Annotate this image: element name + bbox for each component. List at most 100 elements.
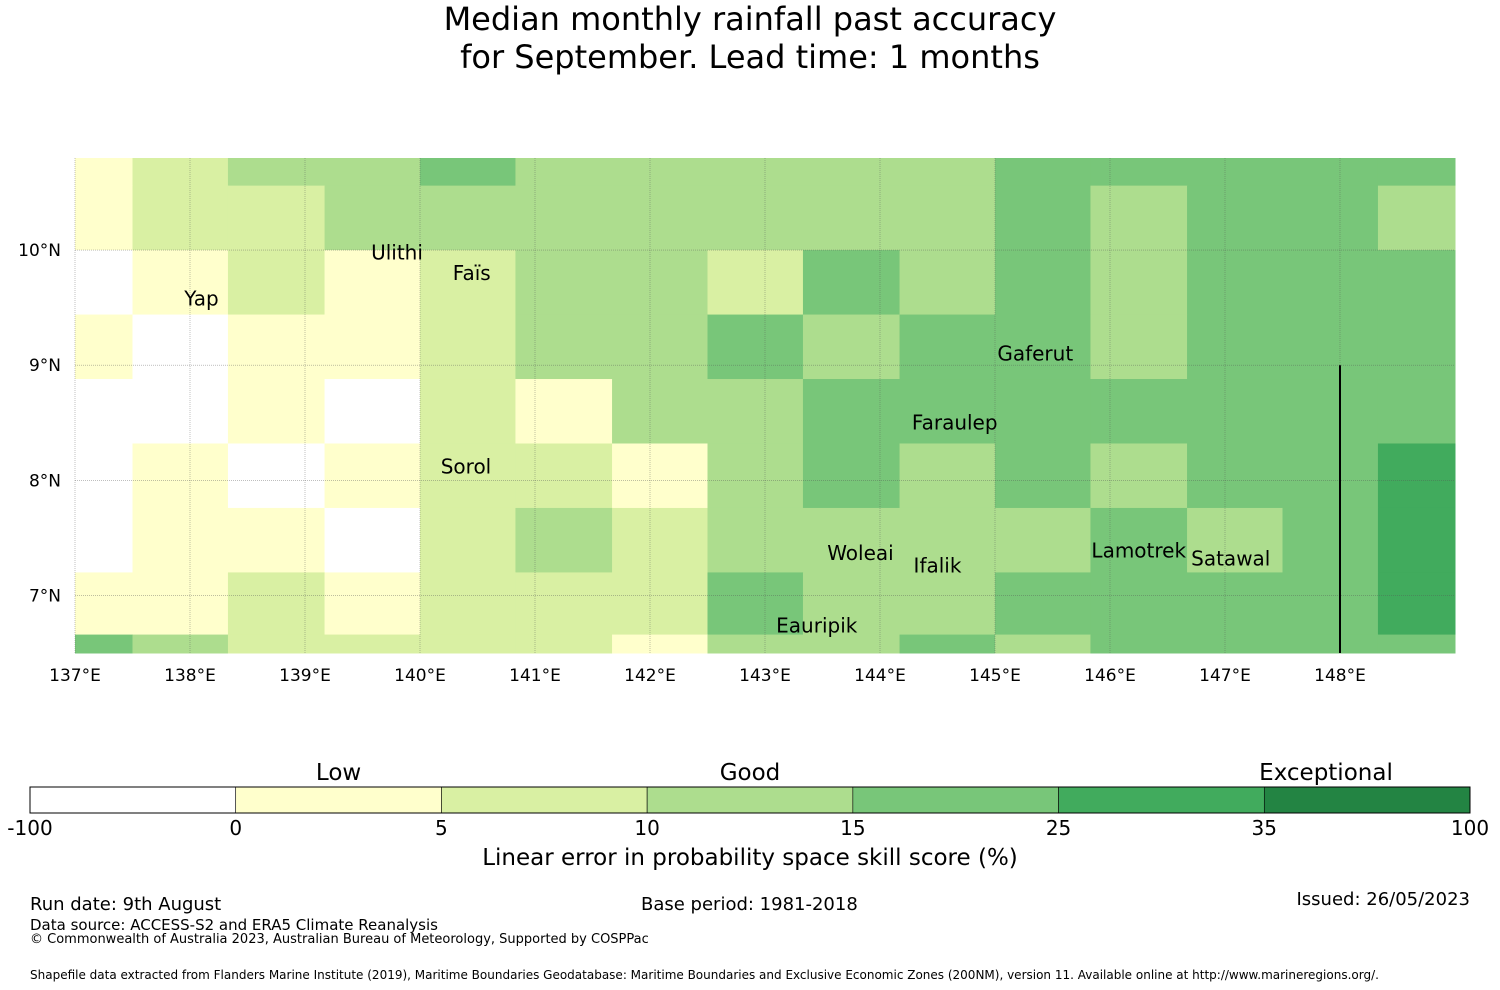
grid-cell [420,507,516,573]
longitude-tick-label: 147°E [1199,666,1251,686]
grid-cell [802,314,901,380]
grid-cell [420,185,516,251]
grid-cell [1090,379,1188,444]
grid-cell [1377,443,1456,509]
grid-cell [995,379,1091,444]
grid-cell [1377,185,1456,251]
grid-cell [612,250,708,316]
longitude-tick-label: 141°E [509,666,561,686]
grid-cell [707,443,804,509]
grid-cell [515,185,613,251]
latitude-tick-label: 7°N [29,586,61,606]
grid-cell [1187,634,1283,654]
grid-cell [132,158,229,187]
grid-cell [420,314,516,380]
grid-cell [1282,443,1379,509]
grid-cell [420,158,516,187]
grid-cell [1090,634,1188,654]
colorbar-swatch [29,786,237,814]
colorbar-tick-label: -100 [7,816,53,840]
grid-cell [132,379,229,444]
colorbar-swatch [852,786,1059,814]
grid-cell [802,158,901,187]
grid-cell [227,634,326,654]
longitude-tick-label: 143°E [739,666,791,686]
colorbar-swatch [235,786,442,814]
grid-cell [75,634,133,654]
grid-cell [1187,507,1283,573]
grid-cell [1377,634,1456,654]
longitude-tick-label: 138°E [164,666,216,686]
grid-cell [1090,507,1188,573]
grid-cell [707,158,804,187]
latitude-tick-label: 9°N [29,356,61,376]
grid-cell [899,250,996,316]
title-line-2: for September. Lead time: 1 months [460,38,1040,76]
grid-cell [1187,443,1283,509]
colorbar-outline [29,786,1471,814]
chart-title: Median monthly rainfall past accuracy fo… [0,0,1500,76]
grid-cell [707,314,804,380]
latitude-tick-label: 10°N [18,241,61,261]
grid-cell [1282,572,1379,636]
grid-cell [995,507,1091,573]
longitude-tick-label: 142°E [624,666,676,686]
grid-cell [75,507,133,573]
island-label: Faraulep [912,411,998,435]
grid-cell [420,634,516,654]
grid-cell [1187,185,1283,251]
grid-cell [1282,185,1379,251]
grid-cell [995,443,1091,509]
grid-cell [324,507,421,573]
grid-cell [802,507,901,573]
grid-cell [324,314,421,380]
grid-cell [899,572,996,636]
grid-cell [515,634,613,654]
grid-cell [899,185,996,251]
grid-cell [227,158,326,187]
grid-cell [1187,314,1283,380]
colorbar-tick-label: 25 [1045,816,1072,840]
colorbar-label: Linear error in probability space skill … [482,845,1018,871]
island-label: Sorol [441,454,492,478]
grid-cell [1377,314,1456,380]
grid-cell [707,507,804,573]
island-label: Gaferut [997,342,1073,366]
grid-cell [1090,314,1188,380]
grid-cell [802,379,901,444]
grid-cell [1187,572,1283,636]
colorbar-header: Low [315,760,362,786]
grid-cell [227,507,326,573]
grid-cell [515,443,613,509]
grid-cell [132,634,229,654]
grid-cell [1377,250,1456,316]
grid-cell [899,634,996,654]
grid-cell [227,314,326,380]
colorbar-swatch [1263,786,1471,814]
grid-cell [1282,634,1379,654]
grid-cell [515,572,613,636]
grid-cell [995,314,1091,380]
grid-cell [1282,158,1379,187]
grid-cell [1090,185,1188,251]
run-date: Run date: 9th August [30,894,222,915]
colorbar-swatch [441,786,648,814]
grid-cell [324,572,421,636]
grid-cell [612,314,708,380]
grid-cell [899,379,996,444]
grid-cell [420,443,516,509]
grid-cell [132,443,229,509]
grid-cell [1282,507,1379,573]
island-label: Lamotrek [1091,538,1186,562]
grid-cell [1090,250,1188,316]
grid-cell [802,185,901,251]
grid-cell [132,572,229,636]
grid-cell [612,158,708,187]
island-label: Faïs [453,261,491,285]
longitude-tick-label: 144°E [854,666,906,686]
grid-cell [1090,572,1188,636]
copyright: © Commonwealth of Australia 2023, Austra… [30,932,649,947]
grid-cell [995,250,1091,316]
grid-cell [75,185,133,251]
